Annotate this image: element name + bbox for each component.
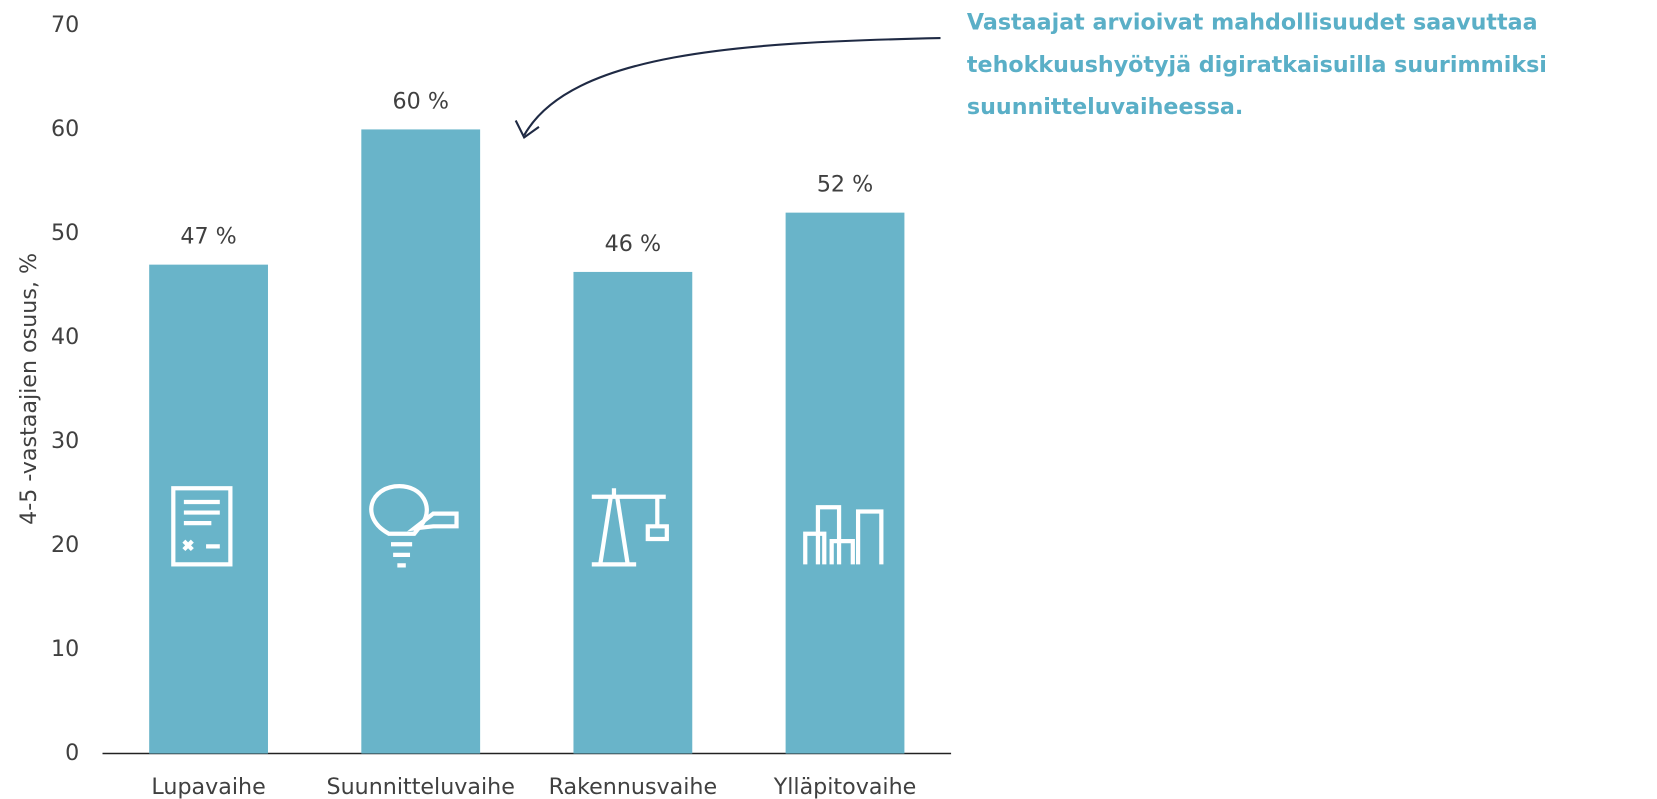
bar — [149, 264, 268, 754]
x-tick-label: Lupavaihe — [151, 774, 265, 799]
y-tick-label: 50 — [51, 220, 79, 246]
x-tick-label: Ylläpitovaihe — [773, 774, 917, 799]
y-axis-label: 4-5 -vastaajien osuus, % — [16, 253, 42, 525]
y-tick-label: 20 — [51, 532, 79, 558]
value-label: 60 % — [393, 88, 449, 114]
icon-crane — [591, 488, 669, 567]
x-tick-label: Suunnitteluvaihe — [327, 774, 515, 799]
icon-bulb-tag — [391, 511, 459, 568]
bar — [573, 271, 693, 754]
icons — [171, 484, 884, 568]
bar — [361, 129, 481, 754]
y-tick-label: 0 — [65, 740, 79, 766]
y-tick-label: 60 — [51, 116, 79, 142]
y-tick-label: 10 — [51, 636, 79, 662]
y-tick-label: 40 — [51, 324, 79, 350]
x-tick-label: Rakennusvaihe — [549, 774, 718, 799]
value-label: 46 % — [605, 231, 661, 257]
arrow-head — [514, 120, 540, 140]
annotation: suunnitteluvaiheessa. — [967, 94, 1243, 120]
value-label: 52 % — [817, 172, 873, 198]
value-label: 47 % — [180, 224, 236, 250]
annotation-arrow — [523, 37, 941, 136]
bar — [785, 212, 905, 754]
icon-buildings — [803, 505, 884, 565]
annotation: tehokkuushyötyjä digiratkaisuilla suurim… — [967, 52, 1547, 78]
y-tick-label: 70 — [51, 12, 79, 38]
icon-document — [171, 486, 233, 567]
icon-bulb — [369, 484, 429, 536]
annotation: Vastaajat arvioivat mahdollisuudet saavu… — [967, 10, 1538, 36]
icon-document-lines — [182, 499, 220, 552]
bars — [149, 129, 905, 754]
y-tick-label: 30 — [51, 428, 79, 454]
